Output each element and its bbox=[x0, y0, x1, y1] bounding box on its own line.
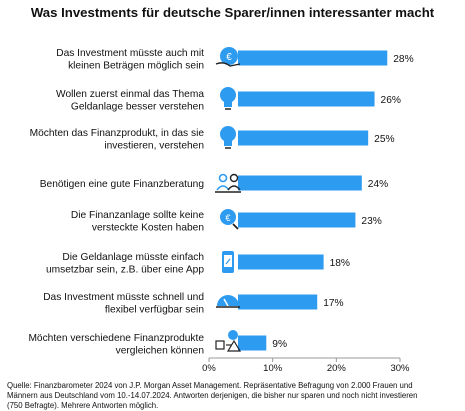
category-label: umsetzbar sein, z.B. über eine App bbox=[46, 264, 204, 275]
category-label: flexibel verfügbar sein bbox=[105, 304, 204, 315]
category-label: Die Geldanlage müsste einfach bbox=[62, 252, 204, 263]
category-label: Das Investment müsste auch mit bbox=[56, 48, 204, 59]
value-label: 25% bbox=[374, 134, 394, 145]
coin-hand-icon: € bbox=[215, 47, 241, 67]
value-label: 23% bbox=[361, 216, 381, 227]
value-label: 17% bbox=[323, 298, 343, 309]
category-label: Benötigen eine gute Finanzberatung bbox=[40, 179, 205, 190]
lightbulb-icon bbox=[220, 126, 236, 149]
category-label: versteckte Kosten haben bbox=[92, 222, 204, 233]
value-label: 9% bbox=[272, 339, 287, 350]
bar-row: Möchten verschiedene Finanzproduktevergl… bbox=[28, 330, 287, 356]
x-tick-label: 10% bbox=[263, 363, 283, 374]
source-footnote: Quelle: Finanzbarometer 2024 von J.P. Mo… bbox=[7, 381, 462, 410]
coin-magnifier-icon: € bbox=[220, 209, 239, 230]
bar bbox=[238, 130, 369, 146]
compare-icon bbox=[215, 330, 242, 352]
category-label: Das Investment müsste schnell und bbox=[43, 292, 204, 303]
category-label: Geldanlage besser verstehen bbox=[71, 101, 204, 112]
category-label: vergleichen können bbox=[116, 345, 204, 356]
bar bbox=[238, 294, 318, 310]
footnote-line: Quelle: Finanzbarometer 2024 von J.P. Mo… bbox=[7, 381, 413, 390]
category-label: investieren, verstehen bbox=[104, 140, 204, 151]
footnote-line: Männern aus Deutschland vom 10.-14.07.20… bbox=[7, 390, 418, 400]
svg-text:€: € bbox=[226, 52, 232, 63]
svg-text:€: € bbox=[225, 213, 230, 223]
lightbulb-icon bbox=[220, 87, 236, 110]
value-label: 26% bbox=[381, 95, 401, 106]
smartphone-icon bbox=[222, 251, 234, 273]
category-label: Möchten das Finanzprodukt, in das sie bbox=[30, 128, 205, 139]
bar-row: Wollen zuerst einmal das ThemaGeldanlage… bbox=[56, 87, 401, 112]
bar bbox=[238, 335, 267, 351]
footnote-line: (750 Befragte). Mehrere Antworten möglic… bbox=[7, 400, 159, 410]
category-label: kleinen Beträgen möglich sein bbox=[68, 60, 204, 71]
bar bbox=[238, 91, 375, 107]
bar bbox=[238, 254, 324, 270]
bar bbox=[238, 175, 362, 191]
x-tick-label: 30% bbox=[390, 363, 410, 374]
value-label: 28% bbox=[393, 54, 413, 65]
bar-row: Das Investment müsste schnell undflexibe… bbox=[43, 292, 343, 316]
speedometer-icon bbox=[216, 295, 240, 308]
value-label: 24% bbox=[368, 179, 388, 190]
category-label: Die Finanzanlage sollte keine bbox=[71, 210, 204, 221]
advisor-icon bbox=[215, 173, 241, 193]
bar bbox=[238, 212, 356, 228]
chart-title: Was Investments für deutsche Sparer/inne… bbox=[30, 5, 435, 20]
bar-row: Benötigen eine gute Finanzberatung 24% bbox=[40, 173, 388, 193]
x-tick-label: 20% bbox=[327, 363, 347, 374]
bar-row: Die Finanzanlage sollte keineversteckte … bbox=[71, 209, 382, 233]
bar-row: Möchten das Finanzprodukt, in das sieinv… bbox=[30, 126, 395, 151]
category-label: Wollen zuerst einmal das Thema bbox=[56, 89, 204, 100]
category-label: Möchten verschiedene Finanzprodukte bbox=[28, 333, 204, 344]
x-tick-label: 0% bbox=[202, 363, 216, 374]
bar bbox=[238, 50, 388, 66]
value-label: 18% bbox=[330, 258, 350, 269]
